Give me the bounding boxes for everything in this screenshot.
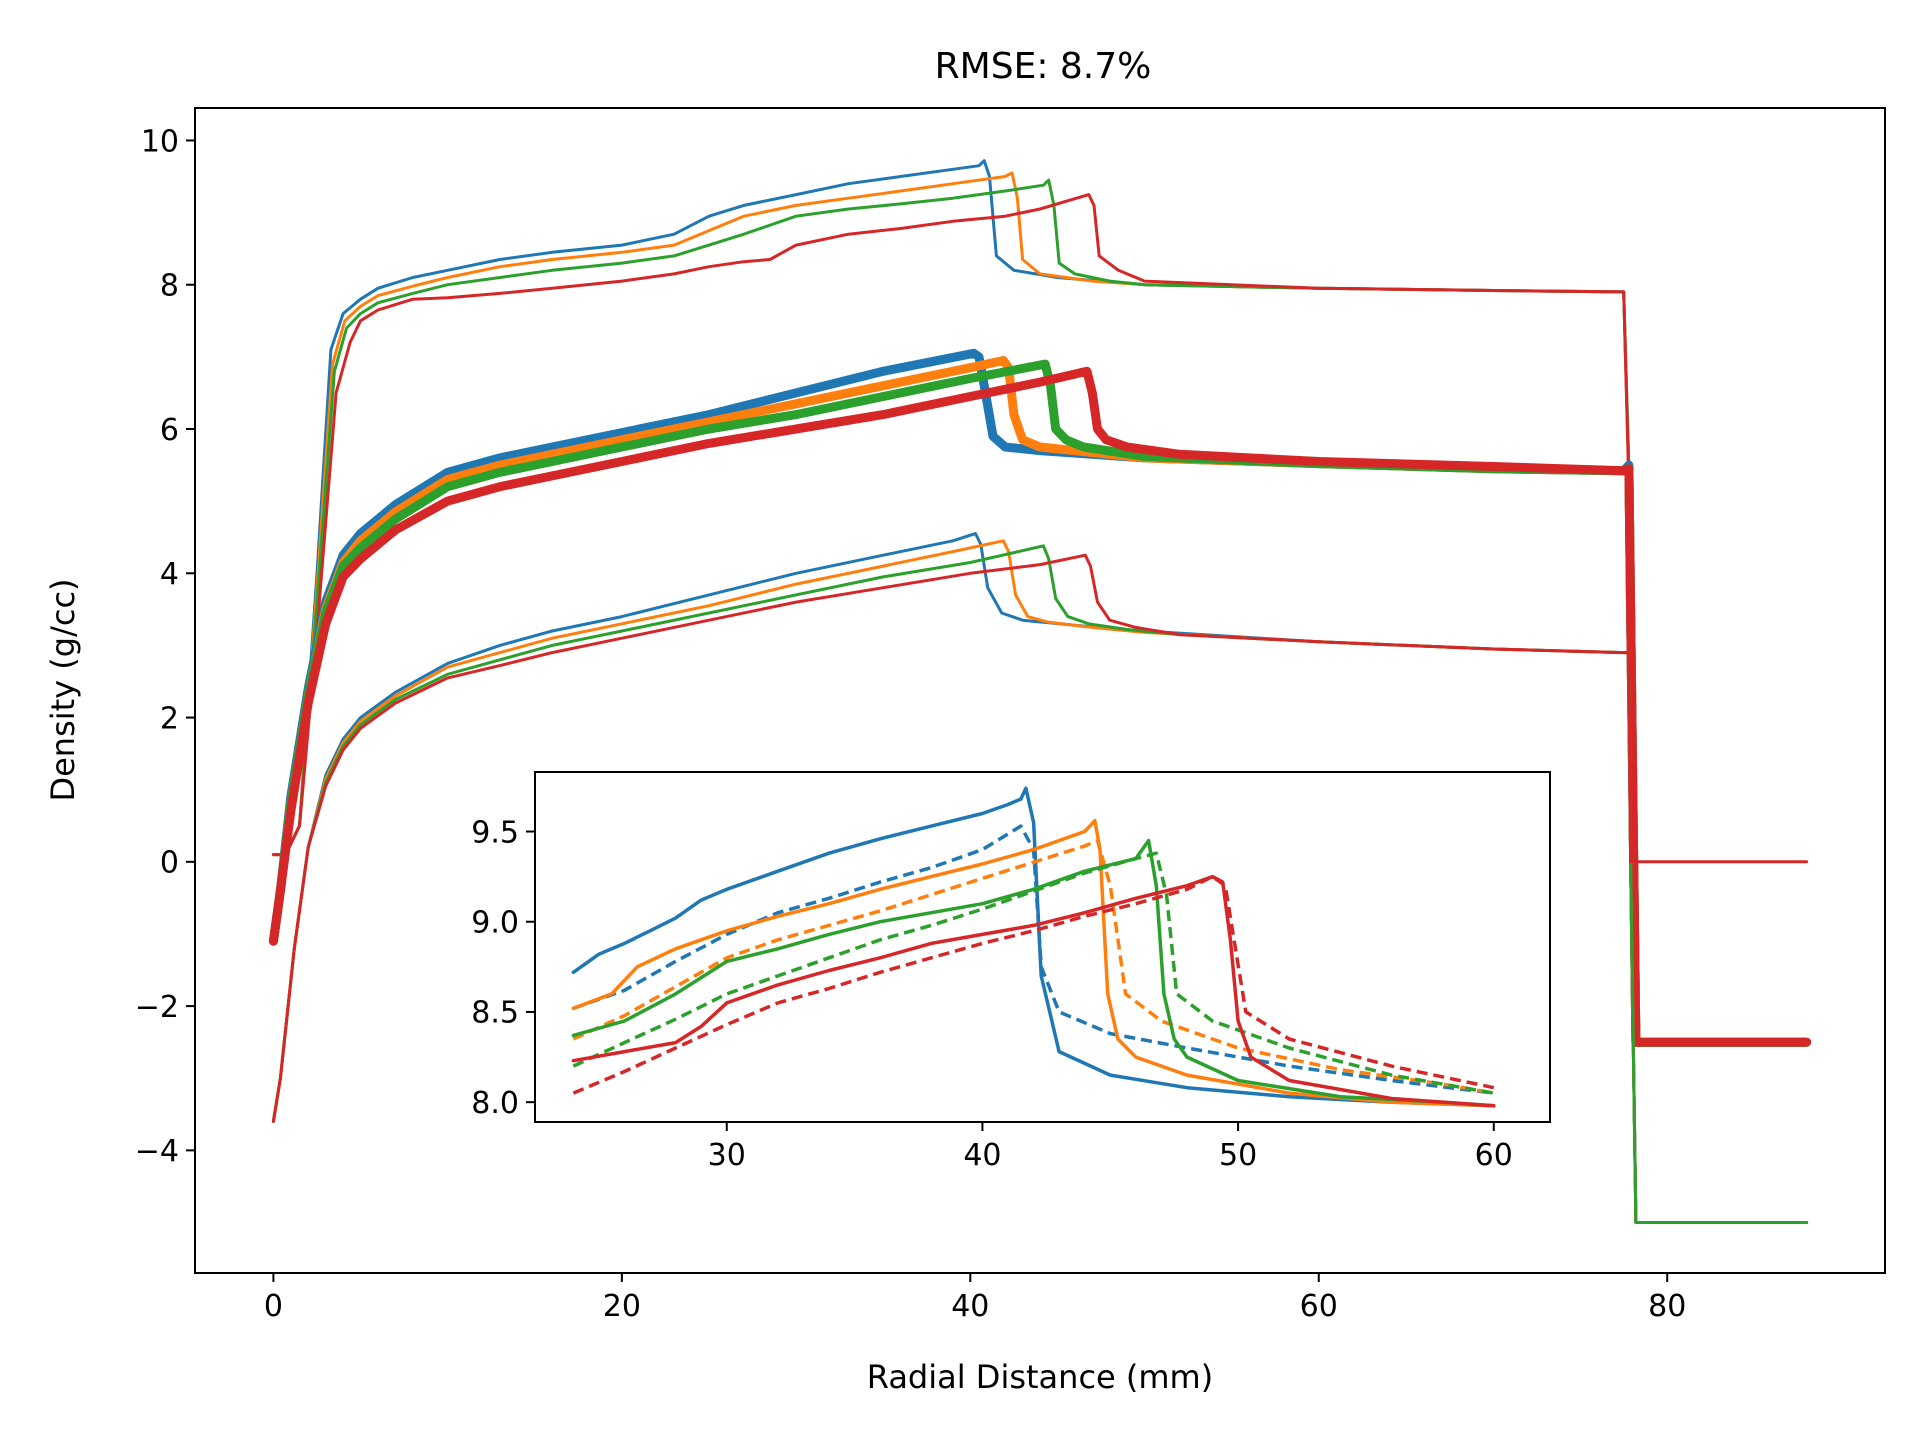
inset-y-tick-label: 8.5	[471, 996, 519, 1031]
main-y-tick-label: 10	[141, 124, 179, 159]
inset-plot-area	[571, 786, 1496, 1108]
main-series-lower-red	[271, 553, 1809, 1123]
inset-series-inset-blue-dashed	[572, 824, 1495, 1095]
main-y-tick-label: 2	[160, 701, 179, 736]
inset-y-tick-label: 9.5	[471, 815, 519, 850]
main-plot-frame	[194, 107, 1886, 1274]
inset-axes: 30 40 50 60 8.0 8.5 9.0 9.5	[471, 815, 1513, 1173]
inset-x-tick-label: 30	[708, 1138, 746, 1173]
main-axes: 0 20 40 60 80 −4 −2 0 2 4 6 8 10	[135, 124, 1687, 1324]
inset-series-inset-orange-solid	[571, 818, 1496, 1108]
inset-plot-background	[535, 772, 1550, 1122]
x-axis-label: Radial Distance (mm)	[867, 1358, 1213, 1396]
main-x-tick-label: 20	[603, 1289, 641, 1324]
main-series-upper-red	[271, 193, 1809, 1224]
inset-series-inset-green-dashed	[572, 851, 1495, 1095]
chart-title: RMSE: 8.7%	[935, 46, 1152, 87]
y-axis-label: Density (g/cc)	[44, 578, 82, 801]
main-series-middle-red	[268, 366, 1812, 1047]
inset-series-inset-red-dashed	[572, 874, 1495, 1095]
main-y-tick-label: 4	[160, 557, 179, 592]
inset-series-inset-orange-dashed	[572, 838, 1495, 1095]
main-plot-area	[268, 159, 1812, 1224]
inset-plot-frame	[534, 771, 1551, 1123]
main-y-tick-label: −2	[135, 990, 179, 1025]
main-y-tick-label: −4	[135, 1134, 179, 1169]
inset-x-tick-label: 40	[963, 1138, 1001, 1173]
inset-x-tick-label: 50	[1219, 1138, 1257, 1173]
main-y-tick-label: 8	[160, 269, 179, 304]
inset-series-inset-red-solid	[571, 874, 1496, 1108]
main-x-tick-label: 40	[951, 1289, 989, 1324]
main-y-tick-label: 6	[160, 413, 179, 448]
inset-x-tick-label: 60	[1475, 1138, 1513, 1173]
inset-series-inset-blue-solid	[571, 786, 1496, 1108]
main-x-tick-label: 80	[1648, 1289, 1686, 1324]
main-x-tick-label: 0	[264, 1289, 283, 1324]
inset-y-tick-label: 9.0	[471, 906, 519, 941]
inset-y-tick-label: 8.0	[471, 1086, 519, 1121]
main-y-tick-label: 0	[160, 846, 179, 881]
main-x-tick-label: 60	[1300, 1289, 1338, 1324]
